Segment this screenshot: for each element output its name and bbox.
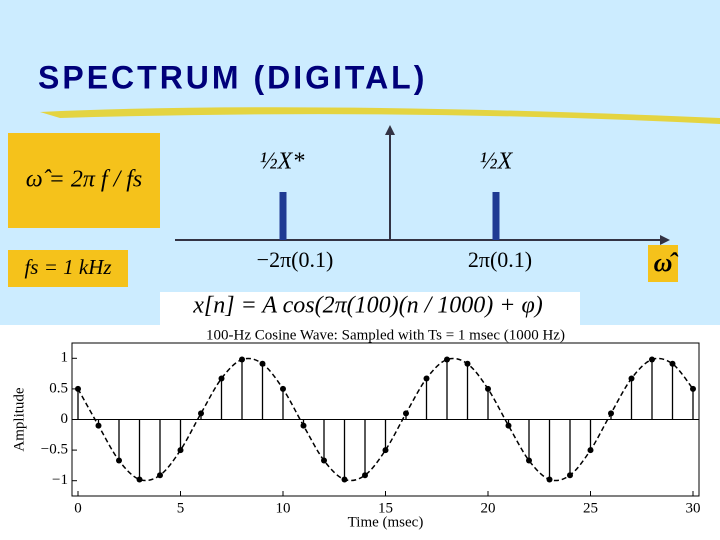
brush-underline (40, 107, 720, 124)
stem-marker (690, 385, 696, 392)
line-label: ½X* (260, 149, 305, 175)
stem-marker (341, 476, 348, 483)
stem-marker (362, 472, 368, 479)
y-tick-label: 1 (61, 350, 69, 366)
stem-marker (239, 356, 245, 363)
x-tick-label: 5 (177, 500, 185, 516)
stem-marker (218, 375, 225, 382)
arrowhead (385, 125, 395, 135)
stem-marker (95, 422, 102, 429)
slide-title: SPECTRUM (DIGITAL) (38, 59, 427, 95)
y-tick-label: −0.5 (41, 442, 68, 458)
freq-label: −2π(0.1) (257, 247, 334, 272)
stem-marker (628, 375, 635, 382)
y-tick-label: 0 (61, 411, 69, 427)
stem-marker (382, 447, 389, 454)
stem-marker (649, 356, 655, 363)
x-tick-label: 15 (378, 500, 393, 516)
equation-background (160, 292, 580, 325)
stem-marker (300, 422, 307, 429)
stem-marker (669, 360, 676, 367)
stem-marker (75, 385, 81, 392)
x-tick-label: 20 (481, 500, 496, 516)
x-tick-label: 10 (276, 500, 291, 516)
stem-marker (567, 472, 573, 479)
freq-label: 2π(0.1) (468, 247, 532, 272)
equation: x[n] = A cos(2π(100)(n / 1000) + φ) (192, 293, 542, 319)
y-axis-label: Amplitude (11, 387, 27, 452)
x-tick-label: 30 (686, 500, 701, 516)
stem-marker (608, 410, 614, 417)
stem-marker (116, 457, 122, 464)
stem-marker (526, 457, 532, 464)
stem-marker (198, 410, 204, 417)
y-tick-label: −1 (52, 472, 68, 488)
formula-omega: ω̂ = 2π f / fs (26, 167, 143, 193)
stem-marker (157, 472, 163, 479)
fs-box (8, 250, 128, 287)
stem-marker (177, 447, 184, 454)
stem-marker (136, 476, 143, 483)
x-tick-label: 25 (583, 500, 598, 516)
formula-fs: fs = 1 kHz (24, 255, 111, 279)
arrowhead (660, 235, 670, 245)
chart-background (0, 325, 720, 540)
stem-marker (403, 410, 409, 417)
chart-title: 100-Hz Cosine Wave: Sampled with Ts = 1 … (206, 327, 565, 343)
y-tick-label: 0.5 (49, 380, 68, 396)
stem-marker (321, 457, 327, 464)
formula-box (8, 133, 160, 228)
stem-marker (280, 385, 286, 392)
stem-marker (444, 356, 450, 363)
stem-marker (464, 360, 471, 367)
stem-marker (423, 375, 430, 382)
stem-marker (505, 422, 512, 429)
x-axis-label: Time (msec) (348, 514, 424, 530)
stem-marker (587, 447, 594, 454)
stem-plot: 100-Hz Cosine Wave: Sampled with Ts = 1 … (11, 327, 700, 530)
omega-box (648, 245, 678, 282)
stem-marker (546, 476, 553, 483)
x-tick-label: 0 (74, 500, 82, 516)
stem-marker (485, 385, 491, 392)
stem-marker (259, 360, 266, 367)
line-label: ½X (480, 149, 514, 175)
